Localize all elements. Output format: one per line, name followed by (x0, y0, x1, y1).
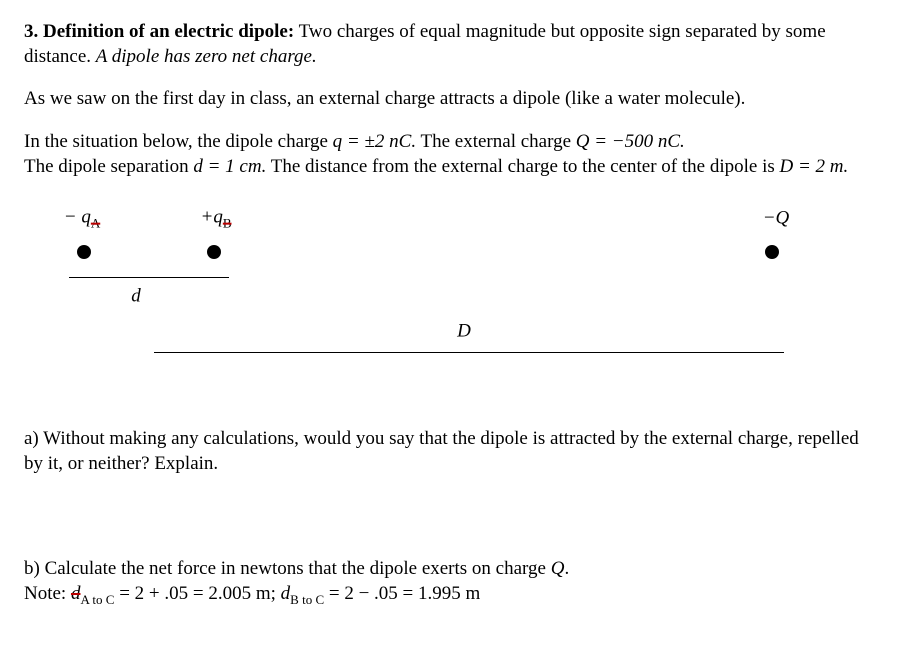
heading-emph: A dipole has zero net charge. (96, 46, 317, 67)
setup-line2a: The dipole separation (24, 156, 193, 177)
setup-d-expr: d = 1 cm. (193, 156, 266, 177)
label-plus-q: +qB (201, 206, 232, 233)
setup-q-expr: q = ±2 nC. (333, 131, 416, 152)
dipole-diagram: − qA +qB −Q d D (24, 197, 804, 407)
setup-line1a: In the situation below, the dipole charg… (24, 131, 333, 152)
dot-Q (765, 245, 779, 259)
setup-Q-expr: Q = −500 nC. (576, 131, 685, 152)
part-b-Q: Q (551, 558, 565, 579)
heading-block: 3. Definition of an electric dipole: Two… (24, 20, 880, 69)
intro-text: As we saw on the first day in class, an … (24, 87, 880, 112)
heading-title: Definition of an electric dipole: (43, 21, 294, 42)
label-Q: −Q (763, 207, 790, 232)
setup-D-expr: D = 2 m. (780, 156, 849, 177)
setup-line2b: The distance from the external charge to… (266, 156, 779, 177)
setup-block: In the situation below, the dipole charg… (24, 130, 880, 179)
part-a-label: a) (24, 428, 43, 449)
part-b-label: b) (24, 558, 45, 579)
heading-number: 3. (24, 21, 38, 42)
part-a: a) Without making any calculations, woul… (24, 427, 880, 476)
part-a-text: Without making any calculations, would y… (24, 428, 859, 474)
note-prefix: Note: (24, 583, 71, 604)
part-b-text: Calculate the net force in newtons that … (45, 558, 551, 579)
setup-line1b: The external charge (416, 131, 576, 152)
part-b: b) Calculate the net force in newtons th… (24, 557, 880, 608)
label-d: d (131, 285, 141, 310)
label-D: D (457, 320, 471, 345)
label-minus-q: − qA (64, 206, 100, 233)
D-segment-line (154, 352, 784, 353)
dot-minus-q (77, 245, 91, 259)
d-segment-line (69, 277, 229, 278)
dot-plus-q (207, 245, 221, 259)
